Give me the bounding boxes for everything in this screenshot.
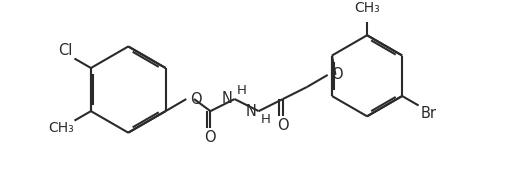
Text: O: O [189,92,201,106]
Text: N: N [246,104,257,120]
Text: CH₃: CH₃ [48,121,73,136]
Text: O: O [276,118,288,133]
Text: O: O [204,130,216,145]
Text: Br: Br [419,106,436,121]
Text: O: O [330,67,342,82]
Text: Cl: Cl [59,43,73,58]
Text: CH₃: CH₃ [354,1,379,15]
Text: N: N [221,91,233,106]
Text: H: H [236,84,246,97]
Text: H: H [260,113,270,126]
